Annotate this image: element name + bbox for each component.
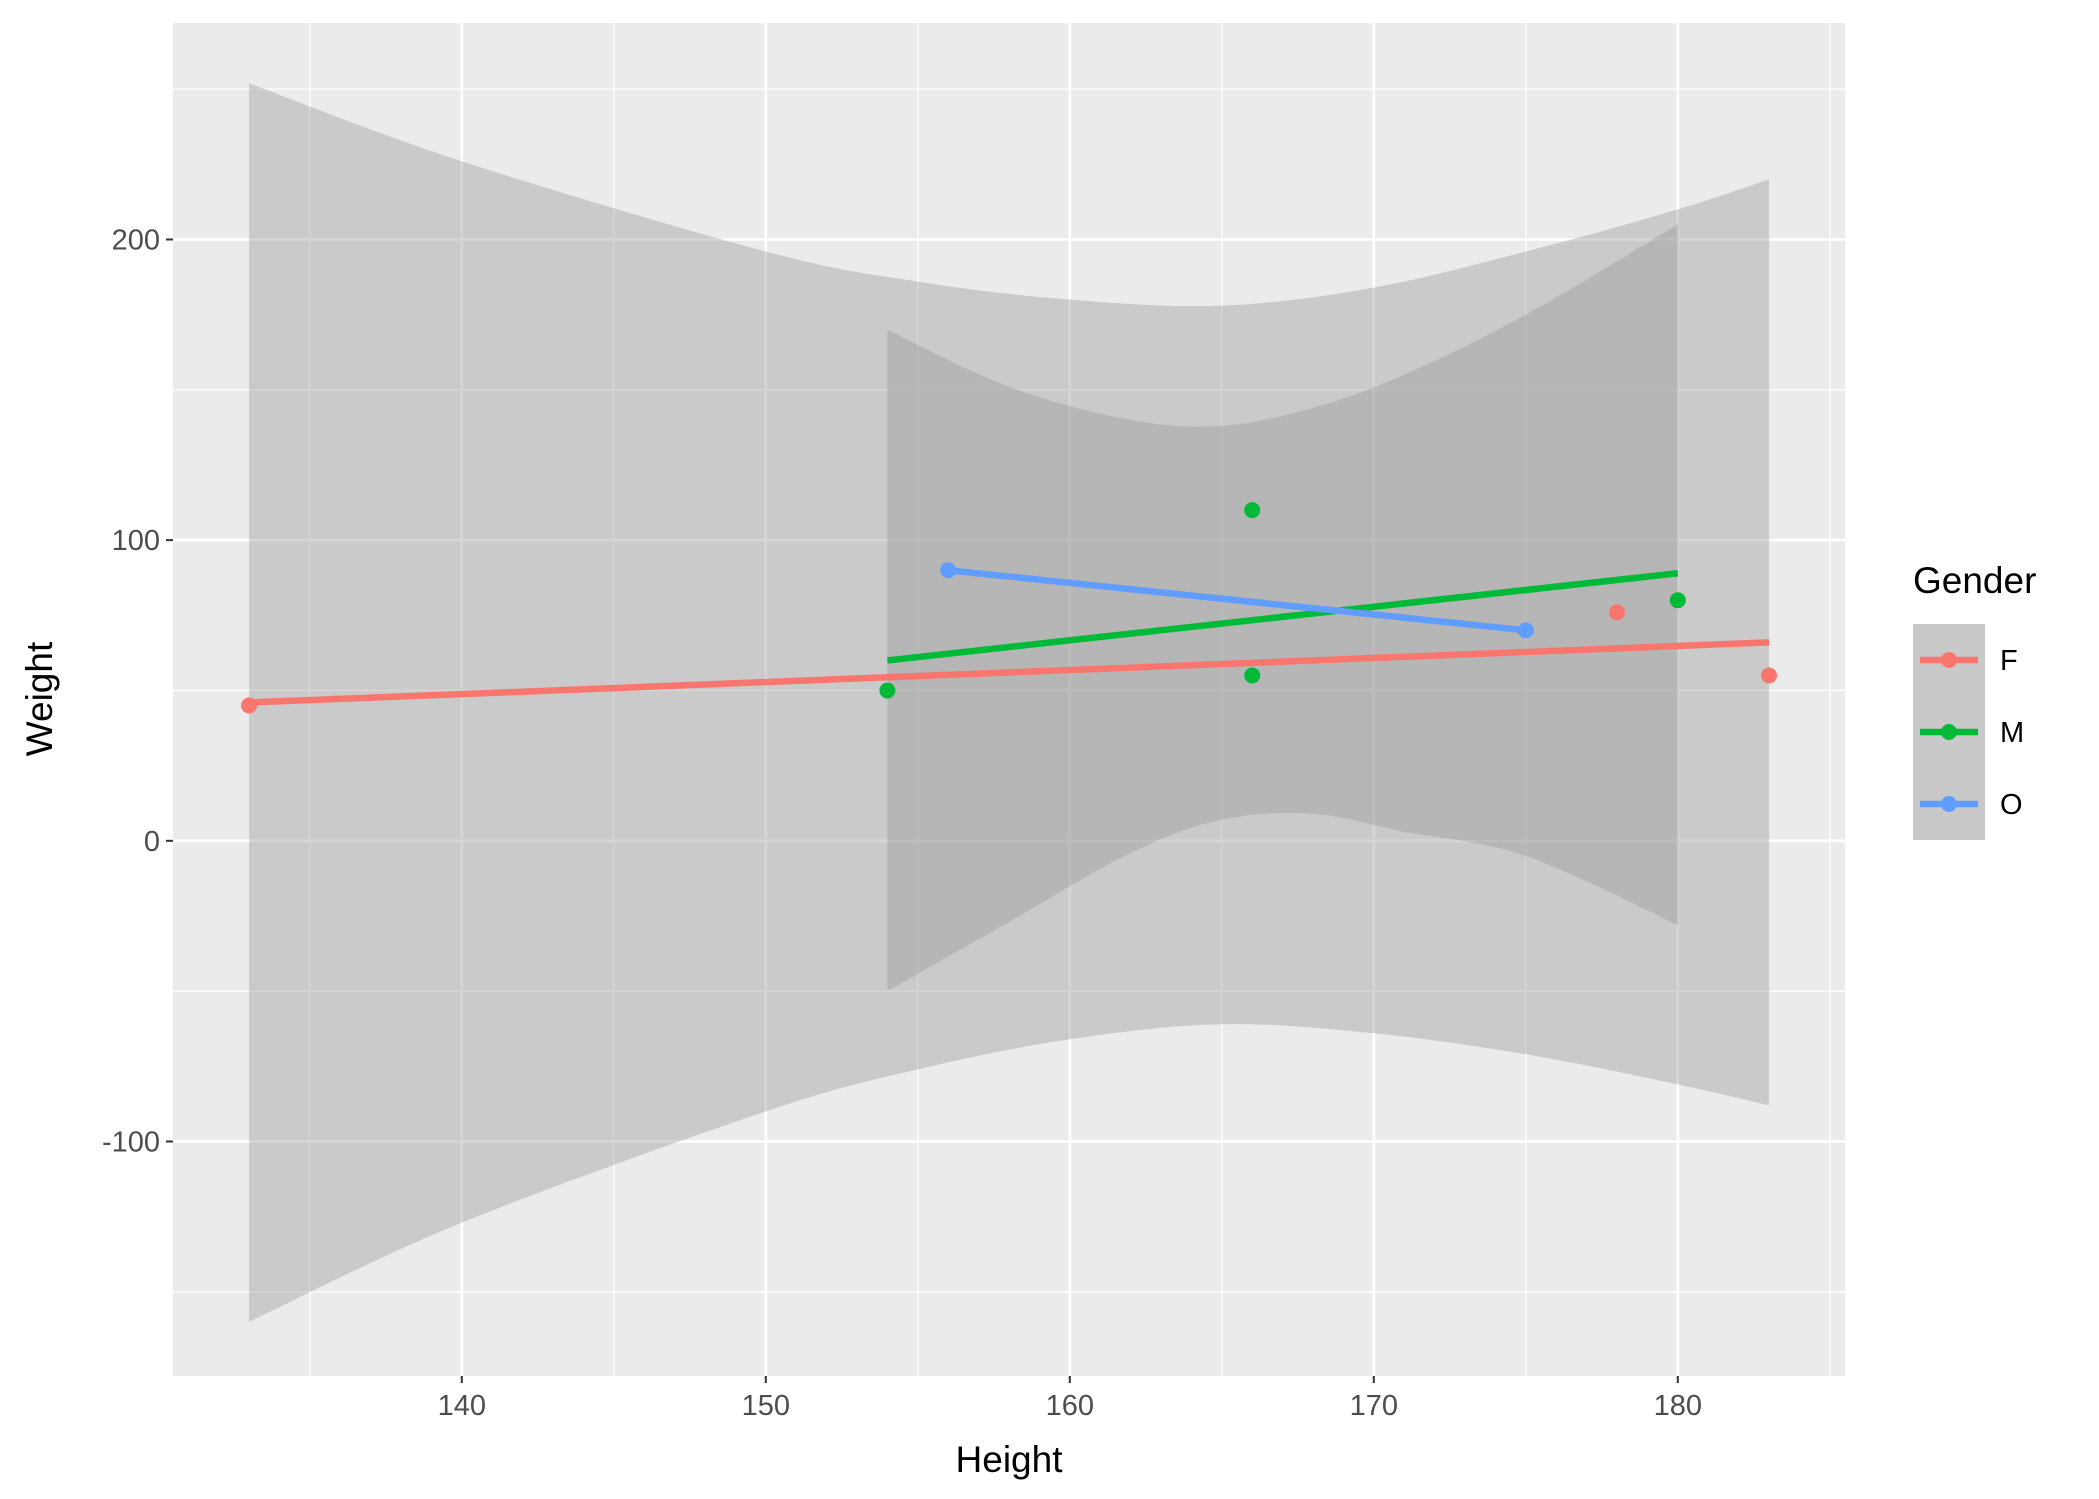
legend-title: Gender bbox=[1913, 560, 2036, 601]
y-axis: -100 0 100 200 bbox=[102, 224, 173, 1158]
fit-line-M bbox=[887, 569, 1679, 664]
major-gridlines bbox=[173, 23, 1845, 1376]
y-axis-title: Weight bbox=[19, 641, 60, 756]
point-F bbox=[241, 697, 257, 714]
fit-lines bbox=[248, 566, 1770, 706]
legend-key-point-M bbox=[1941, 724, 1957, 740]
data-points bbox=[241, 502, 1777, 714]
x-tick-label: 180 bbox=[1654, 1390, 1702, 1422]
x-axis: 140 150 160 170 180 bbox=[438, 1376, 1702, 1422]
point-F bbox=[1609, 604, 1625, 621]
point-M bbox=[879, 682, 896, 699]
legend-label-M: M bbox=[2000, 717, 2024, 749]
panel-background bbox=[173, 23, 1845, 1376]
x-tick-label: 170 bbox=[1350, 1390, 1398, 1422]
legend-key-point-O bbox=[1941, 796, 1957, 812]
y-tick-label: -100 bbox=[102, 1126, 160, 1158]
legend-label-O: O bbox=[2000, 789, 2023, 821]
fit-line-O bbox=[947, 566, 1527, 634]
x-tick-label: 150 bbox=[742, 1390, 790, 1422]
point-O bbox=[1517, 622, 1534, 639]
legend-key-point-F bbox=[1941, 652, 1957, 668]
legend-label-F: F bbox=[2000, 645, 2018, 677]
legend: Gender F M O bbox=[1913, 560, 2036, 840]
y-tick-label: 0 bbox=[144, 826, 160, 858]
x-tick-label: 140 bbox=[438, 1390, 486, 1422]
x-tick-label: 160 bbox=[1046, 1390, 1094, 1422]
y-tick-label: 200 bbox=[112, 224, 160, 256]
point-M bbox=[1669, 592, 1686, 609]
point-M bbox=[1244, 502, 1261, 519]
point-O bbox=[940, 562, 957, 579]
y-tick-label: 100 bbox=[112, 525, 160, 557]
confidence-band-F bbox=[249, 83, 1769, 1322]
fit-line-F bbox=[248, 639, 1770, 706]
point-F bbox=[1761, 667, 1777, 684]
x-axis-title: Height bbox=[956, 1439, 1064, 1480]
minor-gridlines bbox=[173, 23, 1845, 1376]
legend-keys: F M O bbox=[1913, 624, 2024, 840]
point-M bbox=[1244, 667, 1261, 684]
